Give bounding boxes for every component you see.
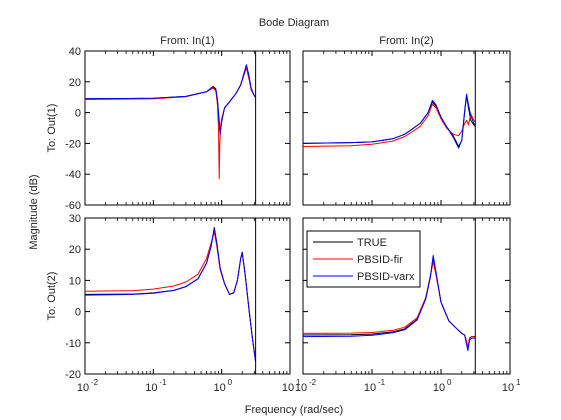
y-tick-label: -20 — [65, 369, 81, 381]
legend-label: PBSID-fir — [357, 254, 403, 266]
panel-frame — [84, 217, 291, 375]
series-line — [303, 93, 476, 149]
series-line — [85, 64, 256, 135]
x-tick-label: 10 — [214, 382, 226, 394]
x-tick-label: 10 — [282, 382, 294, 394]
x-tick-label-exponent: -1 — [378, 378, 386, 387]
x-tick-label-exponent: -1 — [159, 378, 167, 387]
y-tick-label: -20 — [65, 138, 81, 150]
row-label: To: Out(1) — [46, 104, 58, 153]
x-tick-label-exponent: -2 — [91, 378, 99, 387]
panel-frame — [302, 50, 511, 206]
y-tick-label: 0 — [75, 307, 81, 319]
figure-title: Bode Diagram — [259, 17, 329, 29]
y-tick-label: -60 — [65, 200, 81, 212]
y-tick-label: -10 — [65, 338, 81, 350]
row-label: To: Out(2) — [46, 272, 58, 321]
y-tick-label: -40 — [65, 169, 81, 181]
column-label: From: In(2) — [379, 35, 433, 47]
x-tick-label-exponent: 1 — [296, 378, 301, 387]
panel-1-1: 10 -2 10 -1 10 0 10 1 — [295, 217, 521, 394]
series-line — [303, 103, 476, 147]
figure-ylabel: Magnitude (dB) — [28, 174, 40, 249]
y-tick-label: 20 — [69, 77, 81, 89]
x-tick-label: 10 — [364, 382, 376, 394]
series-group — [303, 93, 476, 149]
y-tick-label: 20 — [69, 244, 81, 256]
x-tick-label: 10 — [295, 382, 307, 394]
x-tick-label-exponent: -2 — [309, 378, 317, 387]
series-group — [85, 64, 256, 180]
series-group — [303, 254, 476, 352]
y-tick-label: 10 — [69, 275, 81, 287]
legend-label: TRUE — [357, 237, 387, 249]
x-tick-label: 10 — [145, 382, 157, 394]
x-tick-label-exponent: 1 — [516, 378, 521, 387]
panel-0-1: From: In(2) — [302, 35, 511, 206]
x-tick-label: 10 — [77, 382, 89, 394]
x-tick-label-exponent: 0 — [228, 378, 233, 387]
y-tick-label: 0 — [75, 108, 81, 120]
x-tick-label: 10 — [502, 382, 514, 394]
series-group — [85, 226, 257, 362]
x-tick-label-exponent: 0 — [447, 378, 452, 387]
legend: TRUE PBSID-fir PBSID-varx — [306, 230, 421, 288]
figure-xlabel: Frequency (rad/sec) — [245, 404, 343, 416]
legend-label: PBSID-varx — [357, 271, 415, 283]
column-label: From: In(1) — [160, 35, 214, 47]
panel-0-0: -60 -40 -20 0 20 40 From: In(1) To: Out(1) — [46, 35, 291, 212]
series-line — [85, 226, 257, 362]
series-line — [303, 254, 476, 352]
panel-frame — [84, 50, 291, 206]
y-tick-label: 30 — [69, 213, 81, 225]
y-tick-label: 40 — [69, 46, 81, 58]
x-tick-label: 10 — [433, 382, 445, 394]
